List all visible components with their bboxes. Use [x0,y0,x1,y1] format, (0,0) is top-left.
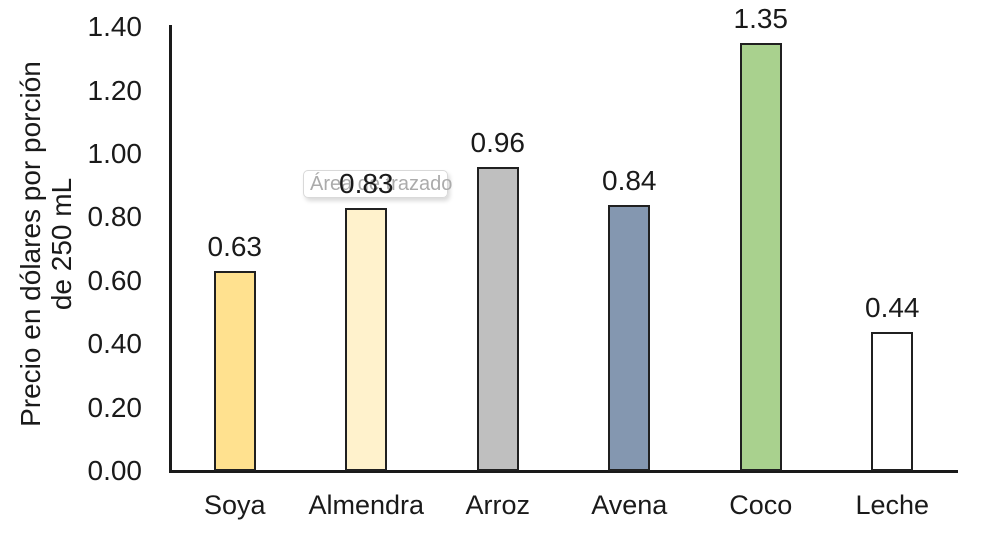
x-axis-line [169,470,958,473]
category-label-leche: Leche [855,490,930,520]
bar-leche[interactable] [871,331,914,471]
bar-coco[interactable] [739,43,782,471]
plot-area-tooltip: Área de trazado [303,170,452,198]
category-label-soya: Soya [203,490,266,520]
bar-almendra[interactable] [345,207,388,471]
y-tick-label: 0.00 [87,455,143,486]
category-label-coco: Coco [729,490,793,520]
bar-soya[interactable] [213,271,256,471]
y-tick-label: 0.80 [87,201,143,233]
bar-avena[interactable] [608,204,651,471]
category-label-arroz: Arroz [465,490,530,520]
bar-value-label: 0.44 [865,291,920,323]
bar-value-label: 0.96 [470,126,526,158]
bar-value-label: 1.35 [733,3,789,35]
y-axis-line [169,25,172,471]
y-tick-label: 1.00 [87,138,143,169]
y-tick-label: 1.40 [87,11,143,43]
category-label-avena: Avena [591,490,668,520]
y-tick-label: 0.20 [87,391,143,423]
y-tick-label: 1.20 [87,74,143,106]
bar-value-label: 0.63 [207,231,263,263]
bar-arroz[interactable] [476,166,519,471]
category-label-almendra: Almendra [308,490,425,520]
y-tick-label: 0.40 [87,328,143,360]
bar-value-label: 0.83 [339,167,394,199]
bar-value-label: 0.84 [602,164,657,196]
y-tick-label: 0.60 [87,264,143,296]
